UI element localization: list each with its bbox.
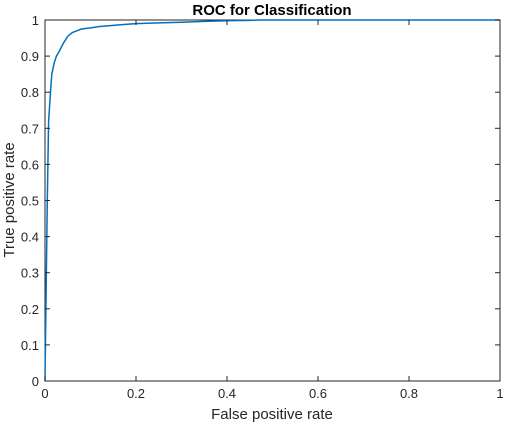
x-tick-label: 0.4 (218, 386, 236, 401)
plot-border (44, 19, 501, 382)
y-tick-label: 1 (32, 13, 39, 28)
y-tick-label: 0.9 (21, 49, 39, 64)
y-axis-label: True positive rate (1, 142, 18, 257)
y-tick-label: 0.4 (21, 230, 39, 245)
y-axis-ticks: 0 0.1 0.2 0.3 0.4 0.5 0.6 0.7 0.8 0.9 1 (21, 13, 500, 389)
y-tick-label: 0.3 (21, 266, 39, 281)
plot-area (44, 19, 501, 382)
y-tick-label: 0.6 (21, 157, 39, 172)
chart-title: ROC for Classification (192, 2, 351, 19)
y-tick-label: 0.5 (21, 194, 39, 209)
y-tick-label: 0.2 (21, 302, 39, 317)
roc-curve-line (44, 19, 500, 382)
roc-curve-layer (44, 19, 500, 382)
x-tick-label: 1 (496, 386, 503, 401)
y-tick-label: 0.1 (21, 338, 39, 353)
y-tick-label: 0 (32, 374, 39, 389)
x-tick-label: 0.2 (127, 386, 145, 401)
x-axis-ticks: 0 0.2 0.4 0.6 0.8 1 (41, 20, 504, 401)
x-tick-label: 0 (41, 386, 48, 401)
x-tick-label: 0.8 (400, 386, 418, 401)
y-tick-label: 0.8 (21, 85, 39, 100)
x-axis-label: False positive rate (211, 406, 333, 423)
x-tick-label: 0.6 (309, 386, 327, 401)
y-tick-label: 0.7 (21, 121, 39, 136)
